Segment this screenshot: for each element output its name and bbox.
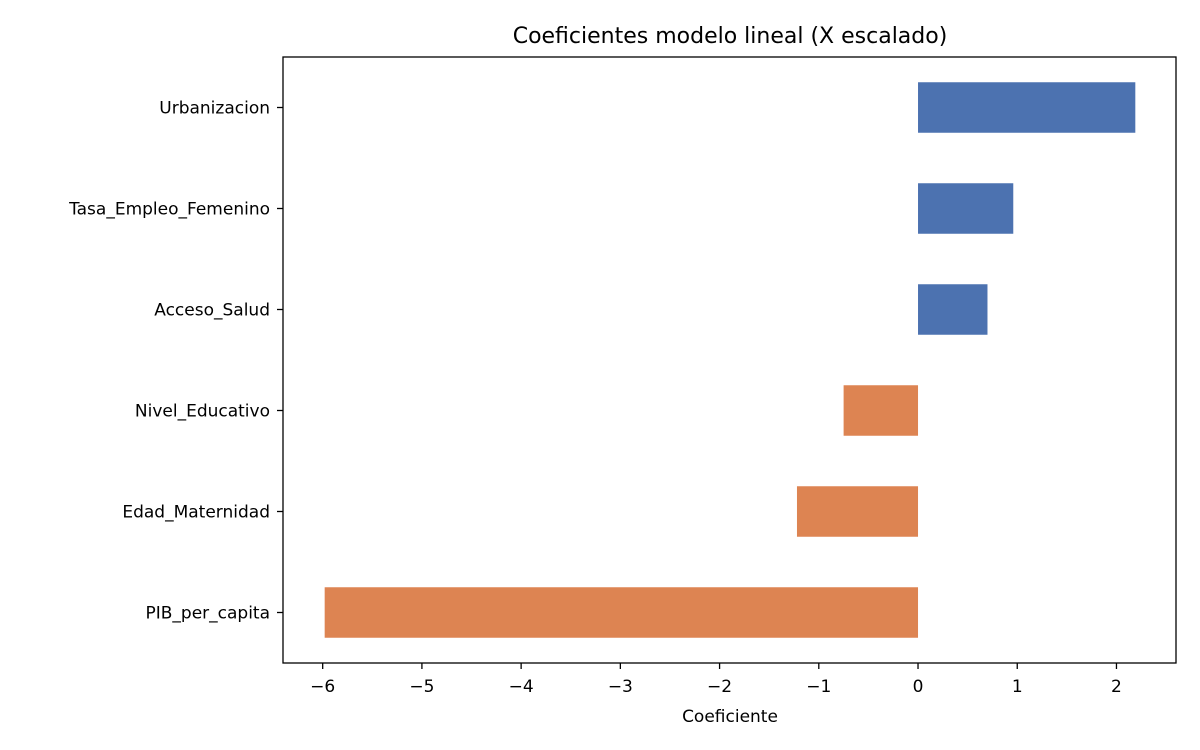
bar-urbanizacion bbox=[918, 82, 1136, 133]
x-tick-label: 1 bbox=[1012, 677, 1023, 697]
y-tick-label: Tasa_Empleo_Femenino bbox=[68, 200, 270, 220]
bars-layer bbox=[324, 82, 1136, 638]
y-axis-ticks: Urbanizacion Tasa_Empleo_Femenino Acceso_S… bbox=[68, 99, 283, 624]
x-tick-label: 2 bbox=[1111, 677, 1122, 697]
bar-acceso-salud bbox=[918, 284, 988, 335]
y-tick-label: PIB_per_capita bbox=[145, 604, 270, 624]
y-tick-label: Nivel_Educativo bbox=[135, 402, 270, 422]
y-tick-label: Acceso_Salud bbox=[154, 301, 270, 321]
bar-tasa-empleo-femenino bbox=[918, 183, 1014, 234]
x-tick-label: −5 bbox=[409, 677, 434, 697]
y-tick-label: Urbanizacion bbox=[159, 99, 270, 119]
bar-nivel-educativo bbox=[843, 385, 919, 436]
y-tick-label: Edad_Maternidad bbox=[122, 503, 270, 523]
x-tick-label: −3 bbox=[608, 677, 633, 697]
x-tick-label: −2 bbox=[707, 677, 732, 697]
x-axis-ticks: −6 −5 −4 −3 −2 −1 0 1 2 bbox=[310, 663, 1122, 697]
x-tick-label: −1 bbox=[806, 677, 831, 697]
x-axis-label: Coeficiente bbox=[682, 707, 778, 727]
bar-edad-maternidad bbox=[796, 486, 919, 537]
x-tick-label: 0 bbox=[913, 677, 924, 697]
x-tick-label: −4 bbox=[509, 677, 534, 697]
x-tick-label: −6 bbox=[310, 677, 335, 697]
chart-title: Coeficientes modelo lineal (X escalado) bbox=[513, 24, 948, 49]
plot-frame bbox=[282, 56, 1177, 664]
bar-pib-per-capita bbox=[324, 587, 919, 638]
